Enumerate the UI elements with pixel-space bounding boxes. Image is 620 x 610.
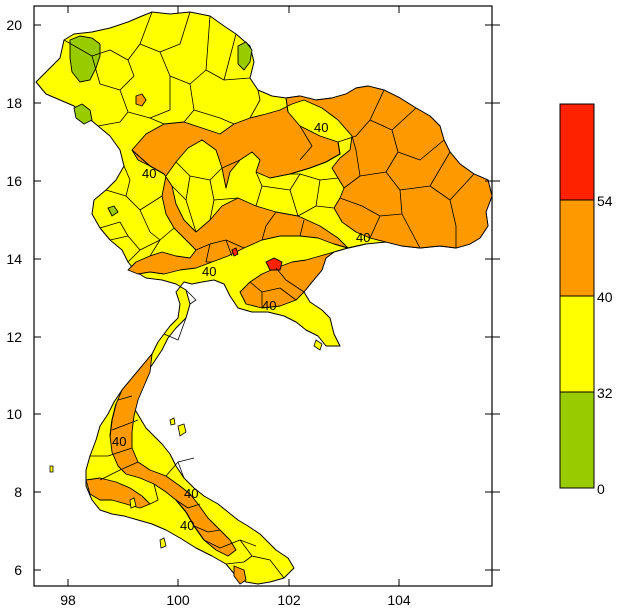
y-tick-label: 12 — [6, 329, 22, 345]
x-axis-tick-labels: 98 100 102 104 — [60, 592, 411, 608]
color-legend: 0 32 40 54 — [559, 103, 613, 497]
y-tick-label: 16 — [6, 173, 22, 189]
islands — [49, 339, 323, 549]
y-axis — [34, 24, 500, 571]
zone-40-54 — [85, 85, 493, 585]
contour-label: 40 — [112, 434, 126, 449]
zone-green-west — [73, 103, 93, 125]
contour-label: 40 — [180, 518, 194, 533]
zone-red-spot-east — [265, 257, 283, 271]
contour-label: 40 — [314, 120, 328, 135]
y-tick-label: 8 — [14, 484, 22, 500]
legend-band-40-54 — [559, 199, 595, 297]
zone-green-small — [107, 205, 119, 217]
zone-green-north-east — [237, 41, 253, 71]
y-axis-tick-labels: 6 8 10 12 14 16 18 20 — [6, 17, 22, 578]
contour-label: 40 — [184, 486, 198, 501]
zone-red-spot-central — [231, 247, 239, 257]
x-tick-label: 98 — [60, 592, 76, 608]
y-tick-label: 6 — [14, 562, 22, 578]
y-tick-label: 20 — [6, 17, 22, 33]
zone-0-32 — [69, 35, 253, 217]
x-tick-label: 100 — [166, 592, 190, 608]
legend-label: 32 — [597, 385, 613, 401]
zone-orange-central-northeast — [127, 85, 493, 309]
contour-label: 40 — [356, 230, 370, 245]
contour-label: 40 — [262, 298, 276, 313]
contour-lines — [109, 141, 367, 541]
x-tick-label: 104 — [387, 592, 411, 608]
contour-label: 40 — [202, 264, 216, 279]
contour-value-labels: 40 40 40 40 40 40 40 40 — [112, 120, 370, 533]
y-tick-label: 10 — [6, 406, 22, 422]
x-tick-label: 102 — [277, 592, 301, 608]
legend-band-0-32 — [559, 391, 595, 489]
legend-label: 0 — [597, 481, 605, 497]
province-boundaries — [63, 11, 475, 579]
y-tick-label: 18 — [6, 95, 22, 111]
contour-label: 40 — [142, 166, 156, 181]
zone-54-up — [231, 247, 283, 271]
legend-label: 40 — [597, 289, 613, 305]
y-tick-label: 14 — [6, 251, 22, 267]
zone-orange-south-tip — [233, 565, 247, 585]
legend-band-54-up — [559, 103, 595, 201]
x-axis — [67, 6, 400, 586]
legend-label: 54 — [597, 193, 613, 209]
zone-orange-north-spot — [135, 93, 147, 107]
legend-band-32-40 — [559, 295, 595, 393]
